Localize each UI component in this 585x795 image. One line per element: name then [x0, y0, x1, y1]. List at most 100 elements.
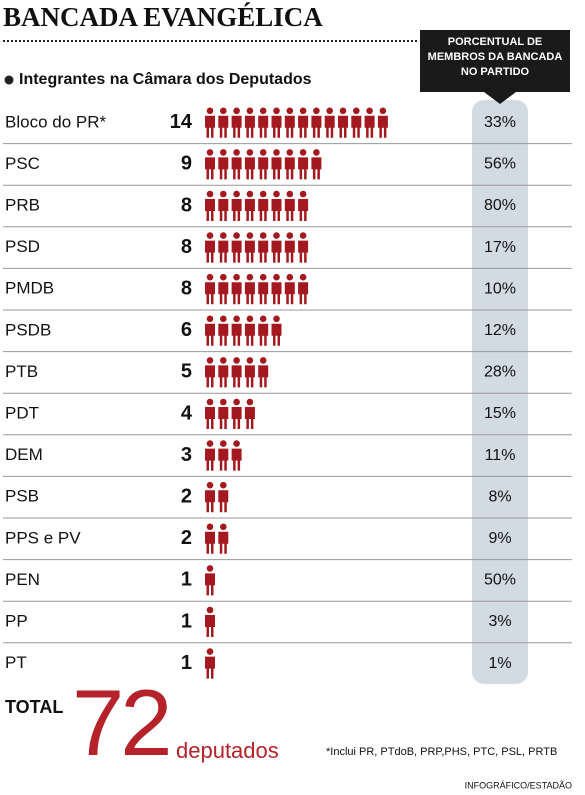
person-head — [206, 149, 214, 156]
person-head — [220, 398, 227, 406]
person-head — [259, 357, 267, 364]
count-label: 1 — [181, 610, 192, 632]
count-label: 4 — [181, 402, 193, 424]
person-body — [218, 490, 229, 513]
subtitle: Integrantes na Câmara dos Deputados — [19, 71, 312, 88]
icon-row — [205, 315, 282, 346]
percent-label: 50% — [484, 572, 516, 589]
person-body — [205, 115, 215, 138]
person-body — [258, 157, 269, 180]
person-body — [218, 531, 229, 554]
person-head — [233, 190, 240, 198]
icon-row — [205, 357, 269, 388]
category-label: PMDB — [5, 279, 54, 298]
bullet — [4, 75, 14, 85]
person-head — [273, 315, 280, 323]
person-head — [206, 357, 214, 364]
category-label: PDT — [5, 403, 39, 422]
person-head — [233, 232, 240, 239]
person-head — [246, 107, 254, 115]
count-label: 8 — [181, 236, 192, 258]
category-label: PP — [5, 611, 28, 630]
percent-label: 10% — [484, 280, 516, 297]
percent-label: 15% — [484, 405, 516, 422]
person-head — [286, 149, 294, 156]
icon-row — [205, 398, 255, 429]
person-body — [205, 531, 215, 554]
person-body — [298, 115, 309, 138]
person-head — [286, 107, 294, 115]
person-body — [244, 323, 255, 346]
person-head — [206, 481, 214, 489]
person-body — [271, 323, 282, 346]
person-head — [353, 107, 360, 115]
person-body — [284, 282, 295, 305]
person-body — [298, 240, 309, 263]
person-head — [259, 190, 267, 198]
person-head — [233, 398, 240, 406]
person-body — [205, 365, 215, 388]
total-label: TOTAL — [5, 697, 63, 717]
person-body — [205, 199, 215, 221]
person-body — [284, 199, 295, 221]
icon-row — [205, 190, 309, 221]
percent-label: 80% — [484, 197, 516, 214]
person-head — [246, 190, 254, 198]
icon-row — [205, 648, 215, 679]
person-body — [284, 157, 295, 180]
footnote: *Inclui PR, PTdoB, PRP,PHS, PTC, PSL, PR… — [326, 746, 557, 758]
person-head — [233, 440, 240, 447]
person-body — [244, 282, 255, 305]
person-head — [286, 232, 294, 239]
icon-row — [205, 273, 309, 305]
total-unit: deputados — [176, 738, 279, 763]
person-head — [299, 232, 307, 239]
person-body — [271, 199, 282, 221]
person-head — [206, 565, 214, 572]
person-head — [286, 190, 294, 198]
percent-label: 28% — [484, 364, 516, 381]
category-label: Bloco do PR* — [5, 112, 106, 131]
person-head — [259, 273, 267, 281]
person-head — [313, 149, 320, 156]
person-head — [220, 315, 227, 323]
person-body — [231, 448, 242, 471]
icon-row — [205, 523, 229, 554]
person-body — [244, 157, 255, 180]
person-body — [205, 615, 215, 637]
person-head — [206, 315, 214, 323]
person-body — [231, 199, 242, 221]
category-label: PSB — [5, 487, 39, 506]
person-head — [246, 273, 254, 281]
percent-label: 12% — [484, 322, 516, 339]
person-body — [205, 448, 215, 471]
person-body — [231, 115, 242, 138]
category-label: PSD — [5, 237, 40, 256]
percent-label: 33% — [484, 114, 516, 131]
credit: INFOGRÁFICO/ESTADÃO — [465, 780, 572, 790]
person-body — [271, 282, 282, 305]
person-head — [220, 149, 227, 156]
person-head — [246, 357, 254, 364]
person-body — [244, 407, 255, 429]
person-body — [244, 115, 255, 138]
person-body — [324, 115, 335, 138]
person-head — [206, 606, 214, 614]
person-head — [366, 107, 373, 115]
person-body — [284, 240, 295, 263]
person-body — [258, 365, 269, 388]
icon-row — [205, 107, 388, 138]
person-body — [218, 323, 229, 346]
person-body — [258, 199, 269, 221]
person-head — [220, 232, 227, 239]
percent-label: 9% — [488, 530, 511, 547]
person-body — [205, 573, 215, 596]
person-head — [246, 232, 254, 239]
person-body — [231, 407, 242, 429]
person-head — [206, 107, 214, 115]
person-body — [218, 115, 229, 138]
person-body — [218, 407, 229, 429]
person-body — [231, 240, 242, 263]
person-head — [339, 107, 347, 115]
